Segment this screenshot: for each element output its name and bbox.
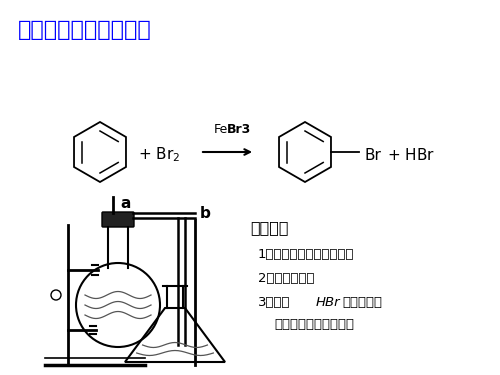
Text: Br: Br [365, 147, 382, 162]
FancyBboxPatch shape [102, 212, 134, 227]
Text: $+\ \mathrm{HBr}$: $+\ \mathrm{HBr}$ [387, 147, 435, 163]
Text: Fe: Fe [214, 123, 228, 136]
Text: 实验室制取溴苯及提纯: 实验室制取溴苯及提纯 [18, 20, 152, 40]
Text: 的导管不能: 的导管不能 [342, 296, 382, 309]
Text: 伸入水中，防止倒吸。: 伸入水中，防止倒吸。 [274, 318, 354, 331]
Text: Br3: Br3 [226, 123, 251, 136]
Text: 2、不用加热；: 2、不用加热； [258, 272, 314, 285]
Text: b: b [200, 206, 211, 220]
Text: 1、用液溴，不能用溴水；: 1、用液溴，不能用溴水； [258, 248, 354, 261]
Text: a: a [120, 195, 130, 210]
Text: 3、吸收: 3、吸收 [258, 296, 290, 309]
Text: $+\ \mathrm{Br_2}$: $+\ \mathrm{Br_2}$ [138, 146, 180, 164]
Text: HBr: HBr [316, 296, 340, 309]
Text: 注意事项: 注意事项 [250, 220, 288, 235]
